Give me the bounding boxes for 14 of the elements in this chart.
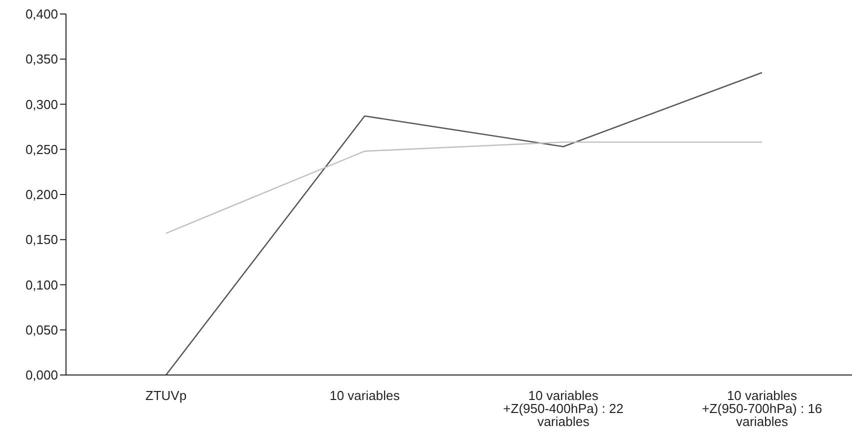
x-tick-label: ZTUVp xyxy=(145,388,187,404)
x-tick-label: 10 variables +Z(950-700hPa) : 16 variables xyxy=(702,388,822,430)
y-tick-label: 0,250 xyxy=(25,142,58,157)
line-series xyxy=(165,72,763,375)
y-tick-label: 0,350 xyxy=(25,52,58,67)
y-tick-label: 0,000 xyxy=(25,368,58,383)
y-tick-label: 0,050 xyxy=(25,322,58,338)
y-tick-label: 0,100 xyxy=(25,277,58,292)
y-tick-label: 0,150 xyxy=(25,232,58,248)
y-tick-label: 0,400 xyxy=(25,6,58,22)
y-tick-label: 0,300 xyxy=(25,96,58,112)
x-tick-label: 10 variables +Z(950-400hPa) : 22 variables xyxy=(503,388,624,430)
x-tick-label: 10 variables xyxy=(330,388,400,404)
y-tick-label: 0,200 xyxy=(25,187,58,202)
